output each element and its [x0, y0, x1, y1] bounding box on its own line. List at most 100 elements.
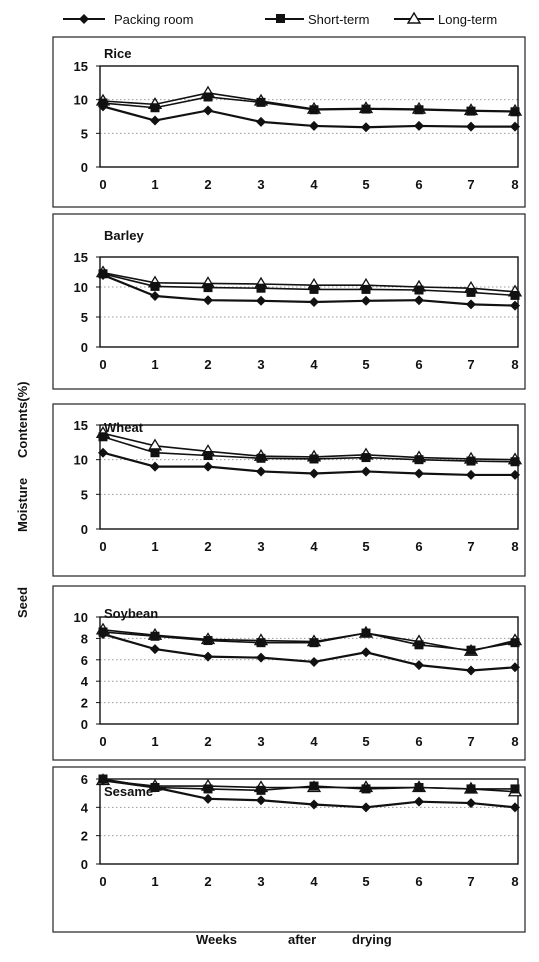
y-tick-label: 6 [81, 772, 88, 787]
y-tick-label: 4 [81, 674, 89, 689]
x-tick-label: 3 [257, 734, 264, 749]
data-point-packing-room [150, 291, 160, 301]
legend-label: Long-term [438, 12, 497, 27]
x-tick-label: 0 [99, 874, 106, 889]
data-point-short-term [256, 638, 266, 648]
data-point-short-term [361, 284, 371, 294]
data-point-short-term [309, 638, 319, 648]
y-tick-label: 10 [74, 93, 88, 108]
data-point-short-term [203, 451, 213, 461]
data-point-short-term [256, 283, 266, 293]
x-tick-label: 7 [467, 177, 474, 192]
y-tick-label: 0 [81, 857, 88, 872]
data-point-packing-room [510, 662, 520, 673]
data-point-short-term [150, 631, 160, 641]
data-point-short-term [510, 784, 520, 794]
data-point-short-term [466, 287, 476, 297]
data-point-short-term [414, 640, 424, 650]
chart-panel-sesame: 0 2 4 6 0 1 2 3 4 5 6 7 8 Sesame [52, 766, 526, 933]
data-point-packing-room [466, 798, 476, 809]
chart-panel-rice: 0 5 10 15 0 1 2 3 4 5 6 7 8 Rice [52, 36, 526, 208]
data-point-packing-room [98, 775, 108, 786]
panel-title: Sesame [104, 784, 153, 799]
data-point-packing-room [150, 461, 160, 472]
y-tick-label: 5 [81, 126, 88, 141]
x-tick-label: 4 [310, 177, 318, 192]
data-point-packing-room [150, 115, 160, 126]
x-tick-label: 6 [415, 734, 422, 749]
x-tick-label: 6 [415, 539, 422, 554]
y-tick-label: 0 [81, 340, 88, 355]
y-tick-label: 15 [74, 418, 88, 433]
panel-title: Soybean [104, 606, 158, 621]
data-point-short-term [361, 628, 371, 638]
data-point-packing-room [256, 116, 266, 127]
data-point-packing-room [98, 447, 108, 458]
data-point-short-term [510, 457, 520, 467]
x-tick-label: 8 [511, 539, 518, 554]
x-tick-label: 6 [415, 357, 422, 372]
x-tick-label: 3 [257, 539, 264, 554]
data-point-short-term [309, 284, 319, 294]
x-tick-label: 1 [151, 357, 158, 372]
x-tick-label: 3 [257, 357, 264, 372]
data-point-packing-room [361, 122, 371, 133]
chart-panel-wheat: 0 5 10 15 0 1 2 3 4 5 6 7 8 Wheat [52, 403, 526, 577]
x-axis-title-word: after [288, 932, 316, 947]
x-tick-label: 1 [151, 177, 158, 192]
x-tick-label: 5 [362, 357, 369, 372]
x-tick-label: 3 [257, 874, 264, 889]
series-line-long-term [102, 432, 516, 461]
x-tick-label: 6 [415, 177, 422, 192]
legend-label: Packing room [114, 12, 193, 27]
data-point-packing-room [203, 461, 213, 472]
data-point-short-term [466, 456, 476, 466]
x-tick-label: 1 [151, 874, 158, 889]
x-tick-label: 1 [151, 539, 158, 554]
data-point-short-term [466, 784, 476, 794]
x-tick-label: 7 [467, 734, 474, 749]
data-point-short-term [510, 290, 520, 300]
x-tick-label: 0 [99, 357, 106, 372]
plot-area [99, 778, 519, 865]
data-point-packing-room [510, 802, 520, 813]
data-point-packing-room [203, 793, 213, 804]
data-point-packing-room [361, 466, 371, 477]
chart-panel-soybean: 0 2 4 6 8 10 0 1 2 3 4 5 6 7 8 Soybean [52, 585, 526, 761]
legend-label: Short-term [308, 12, 369, 27]
y-axis-title-word: Contents(%) [15, 381, 30, 458]
panel-title: Rice [104, 46, 131, 61]
data-point-packing-room [510, 300, 520, 311]
data-point-short-term [309, 454, 319, 464]
x-tick-label: 4 [310, 734, 318, 749]
plot-area [99, 256, 519, 348]
data-point-short-term [309, 781, 319, 791]
y-tick-label: 10 [74, 610, 88, 625]
x-tick-label: 5 [362, 539, 369, 554]
diamond-marker-icon [79, 14, 89, 24]
data-point-packing-room [361, 647, 371, 658]
data-point-short-term [203, 784, 213, 794]
data-point-short-term [466, 645, 476, 655]
data-point-packing-room [510, 121, 520, 132]
plot-area [99, 616, 519, 725]
data-point-packing-room [256, 652, 266, 663]
data-point-short-term [256, 97, 266, 107]
data-point-packing-room [203, 105, 213, 116]
series-line-packing-room [102, 779, 516, 809]
y-axis-title-word: Seed [15, 587, 30, 618]
data-point-packing-room [510, 469, 520, 480]
data-point-packing-room [414, 295, 424, 306]
x-tick-label: 4 [310, 539, 318, 554]
square-marker-icon [276, 14, 285, 23]
y-tick-label: 2 [81, 696, 88, 711]
chart-panel-barley: 0 5 10 15 0 1 2 3 4 5 6 7 8 Barley [52, 213, 526, 390]
y-tick-label: 4 [81, 800, 89, 815]
data-point-packing-room [361, 295, 371, 306]
data-point-packing-room [256, 466, 266, 477]
data-point-short-term [150, 281, 160, 291]
data-point-short-term [361, 453, 371, 463]
data-point-short-term [203, 92, 213, 102]
x-tick-label: 7 [467, 539, 474, 554]
